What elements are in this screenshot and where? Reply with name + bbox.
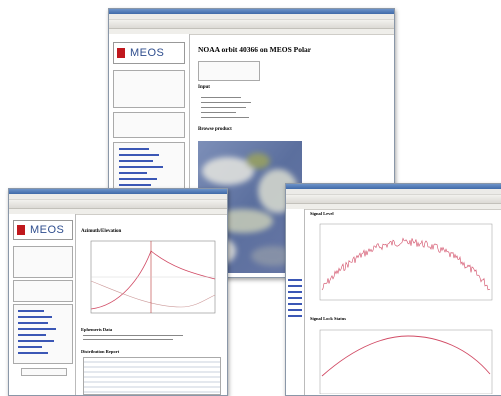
form-box [13,280,73,302]
browser-window: Signal Level Signal Lock Status [285,183,501,396]
text-line [83,339,173,340]
text-line [201,107,246,108]
button[interactable] [21,368,67,376]
chart-image [308,324,498,394]
section-heading: Ephemeris Data [81,327,112,332]
logo-text: MEOS [30,224,64,236]
chart-image [308,218,498,310]
section-heading: Input [198,85,210,90]
chart-heading: Azimuth/Elevation [81,229,121,234]
nav-link[interactable] [288,315,302,317]
form-box [113,112,185,138]
chart-heading: Signal Lock Status [310,316,346,321]
nav-link[interactable] [119,148,149,150]
nav-link[interactable] [119,166,163,168]
nav-link[interactable] [288,279,302,281]
nav-link[interactable] [18,328,56,330]
nav-link[interactable] [18,310,44,312]
nav-link[interactable] [288,291,302,293]
text-line [201,117,249,118]
nav-link[interactable] [288,303,302,305]
nav-link[interactable] [288,297,302,299]
logo: MEOS [13,220,73,240]
section-heading: Browse product [198,127,232,132]
nav-link[interactable] [119,178,157,180]
logo-text: MEOS [130,47,164,59]
nav-link[interactable] [119,184,151,186]
nav-link[interactable] [18,352,48,354]
nav-link[interactable] [18,322,48,324]
info-table [198,61,260,81]
nav-link[interactable] [18,346,42,348]
nav-link[interactable] [18,334,46,336]
nav-link[interactable] [119,160,153,162]
text-line [83,335,183,336]
form-box [113,70,185,108]
browser-window: MEOS Azimuth/Elevation Ephemeris Data Di… [8,188,228,396]
chart-heading: Signal Level [310,211,334,216]
nav-link[interactable] [288,285,302,287]
page: MEOS NOAA orbit 40366 on MEOS Polar Inpu… [0,0,501,394]
nav-link[interactable] [18,316,52,318]
form-box [13,246,73,278]
nav-link[interactable] [119,172,147,174]
nav-link[interactable] [119,154,159,156]
text-line [201,112,236,113]
sidebar: MEOS [9,214,76,395]
text-line [201,97,241,98]
nav-link[interactable] [18,340,54,342]
sidebar [286,209,305,395]
report-table [83,357,221,395]
text-line [201,102,251,103]
chart-image [81,237,221,325]
page-title: NOAA orbit 40366 on MEOS Polar [198,45,311,54]
nav-link[interactable] [288,309,302,311]
logo: MEOS [113,42,185,64]
section-heading: Distribution Report [81,349,119,354]
